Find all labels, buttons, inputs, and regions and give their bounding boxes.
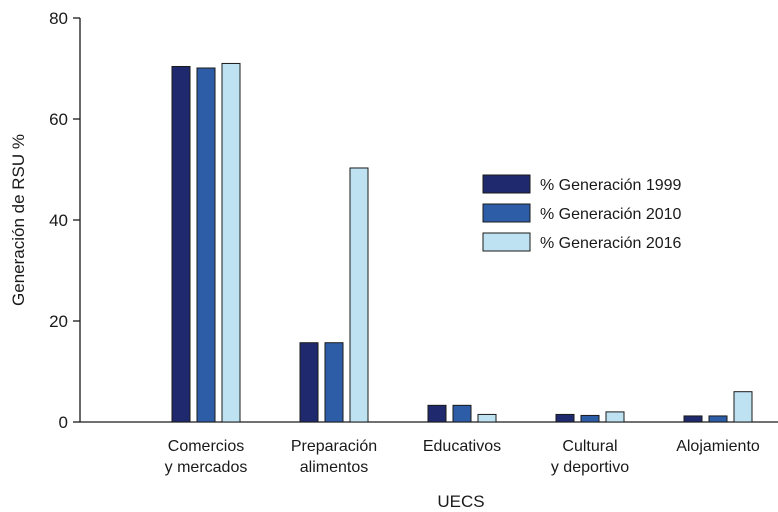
x-tick-label: alimentos [300, 459, 368, 476]
legend: % Generación 1999 % Generación 2010 % Gene… [483, 175, 682, 252]
x-tick-label: Educativos [423, 438, 501, 455]
bar [325, 343, 343, 422]
x-tick-label: y mercados [165, 459, 248, 476]
bar [581, 415, 599, 422]
bar [428, 405, 446, 422]
bar [172, 66, 190, 422]
category-labels: Comercios y mercados Preparación alimentos E… [165, 438, 760, 476]
bar [300, 343, 318, 422]
y-tick-label: 40 [49, 211, 68, 230]
bar [453, 405, 471, 422]
x-tick-label: Alojamiento [676, 438, 760, 455]
bar [222, 63, 240, 422]
bar [478, 414, 496, 422]
bar [197, 68, 215, 422]
legend-swatch [483, 175, 530, 193]
bar [556, 414, 574, 422]
y-tick-label: 0 [59, 413, 68, 432]
x-tick-label: Comercios [168, 438, 244, 455]
bar [709, 416, 727, 422]
y-tick-label: 20 [49, 312, 68, 331]
x-axis-title: UECS [437, 492, 484, 511]
x-tick-label: y deportivo [551, 459, 629, 476]
legend-label: % Generación 2010 [540, 206, 682, 223]
legend-label: % Generación 1999 [540, 177, 682, 194]
bar [684, 416, 702, 422]
y-tick-label: 80 [49, 9, 68, 28]
legend-swatch [483, 204, 530, 222]
bar [350, 168, 368, 422]
legend-swatch [483, 233, 530, 251]
y-axis-title: Generación de RSU % [9, 134, 28, 306]
y-axis: 0 20 40 60 80 [49, 9, 80, 432]
y-tick-label: 60 [49, 110, 68, 129]
bar [606, 412, 624, 422]
x-tick-label: Cultural [562, 438, 617, 455]
legend-label: % Generación 2016 [540, 235, 682, 252]
x-tick-label: Preparación [291, 438, 377, 455]
bar [734, 392, 752, 422]
